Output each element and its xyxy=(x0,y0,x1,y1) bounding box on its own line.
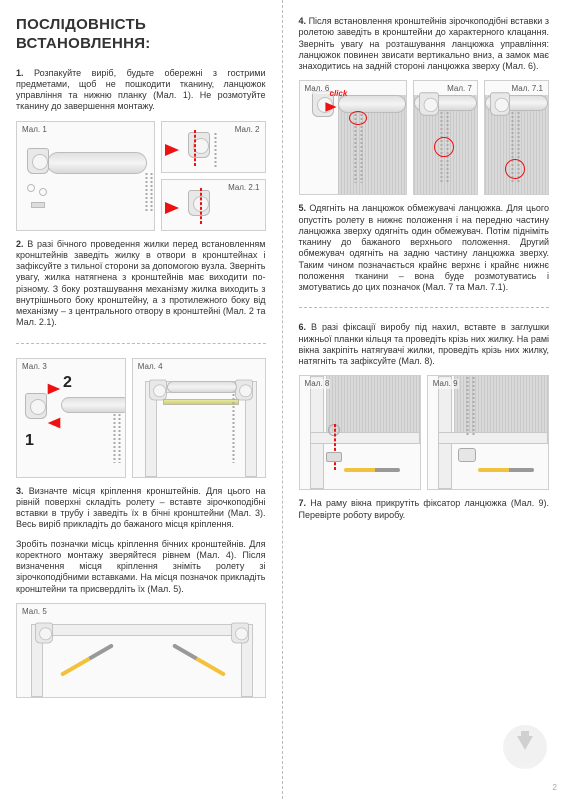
fig-2-label: Мал. 2 xyxy=(234,125,261,135)
fig-6-label: Мал. 6 xyxy=(304,84,331,94)
step-3a-text: Визначте місця кріплення кронштейнів. Дл… xyxy=(16,486,266,530)
step-7-text: На раму вікна прикрутіть фіксатор ланцюж… xyxy=(299,498,550,519)
fig-6: Мал. 6 click xyxy=(299,80,407,195)
fig-row-4: Мал. 6 click Мал. 7 Мал. 7.1 xyxy=(299,80,550,195)
fig-8-label: Мал. 8 xyxy=(304,379,331,389)
fig-3-label: Мал. 3 xyxy=(21,362,48,372)
fig-2-1: Мал. 2.1 xyxy=(161,179,266,231)
step-2-text: В разі бічного проведення жилки перед вс… xyxy=(16,239,266,328)
fig-row-1: Мал. 1 Мал. 2 Мал. 2.1 xyxy=(16,121,266,231)
digit-2: 2 xyxy=(63,373,72,393)
fig-5-label: Мал. 5 xyxy=(21,607,48,617)
fig-row-3: Мал. 5 xyxy=(16,603,266,698)
fig-row-5: Мал. 8 Мал. 9 xyxy=(299,375,550,490)
page-title: ПОСЛІДОВНІСТЬ ВСТАНОВЛЕННЯ: xyxy=(16,16,266,54)
step-7: 7. На раму вікна прикрутіть фіксатор лан… xyxy=(299,498,550,521)
fig-1: Мал. 1 xyxy=(16,121,155,231)
fig-2: Мал. 2 xyxy=(161,121,266,173)
step-3a: 3. Визначте місця кріплення кронштейнів.… xyxy=(16,486,266,531)
fig-4-label: Мал. 4 xyxy=(137,362,164,372)
step-2: 2. В разі бічного проведення жилки перед… xyxy=(16,239,266,329)
fig-row-2: Мал. 3 2 1 Мал. 4 xyxy=(16,358,266,478)
step-1: 1. Розпакуйте виріб, будьте обережні з г… xyxy=(16,68,266,113)
step-5-text: Одягніть на ланцюжок обмежувачі ланцюжка… xyxy=(299,203,550,292)
fig-9: Мал. 9 xyxy=(427,375,549,490)
divider-left xyxy=(16,343,266,344)
divider-right xyxy=(299,307,550,308)
step-6-text: В разі фіксації виробу під нахил, вставт… xyxy=(299,322,550,366)
step-3-num: 3. xyxy=(16,486,24,496)
step-5: 5. Одягніть на ланцюжок обмежувачі ланцю… xyxy=(299,203,550,293)
page-number: 2 xyxy=(553,783,557,793)
step-2-num: 2. xyxy=(16,239,24,249)
step-5-num: 5. xyxy=(299,203,307,213)
step-4: 4. Після встановлення кронштейнів зірочк… xyxy=(299,16,550,72)
fig-7-label: Мал. 7 xyxy=(446,84,473,94)
click-label: click xyxy=(330,89,348,99)
fig-8: Мал. 8 xyxy=(299,375,421,490)
step-1-text: Розпакуйте виріб, будьте обережні з гост… xyxy=(16,68,266,112)
watermark-icon xyxy=(503,725,547,769)
step-4-text: Після встановлення кронштейнів зірочкопо… xyxy=(299,16,550,71)
fig-9-label: Мал. 9 xyxy=(432,379,459,389)
fig-3: Мал. 3 2 1 xyxy=(16,358,126,478)
step-4-num: 4. xyxy=(299,16,307,26)
digit-1: 1 xyxy=(25,431,34,451)
fig-71-label: Мал. 7.1 xyxy=(511,84,544,94)
step-7-num: 7. xyxy=(299,498,307,508)
fig-7-1: Мал. 7.1 xyxy=(484,80,549,195)
step-3b-text: Зробіть позначки місць кріплення бічних … xyxy=(16,539,266,594)
fig-5: Мал. 5 xyxy=(16,603,266,698)
step-1-num: 1. xyxy=(16,68,24,78)
step-6: 6. В разі фіксації виробу під нахил, вст… xyxy=(299,322,550,367)
fig-21-label: Мал. 2.1 xyxy=(227,183,260,193)
fig-1-label: Мал. 1 xyxy=(21,125,48,135)
fig-4: Мал. 4 xyxy=(132,358,266,478)
step-6-num: 6. xyxy=(299,322,307,332)
left-column: ПОСЛІДОВНІСТЬ ВСТАНОВЛЕННЯ: 1. Розпакуйт… xyxy=(0,0,283,799)
fig-7: Мал. 7 xyxy=(413,80,478,195)
step-3b: Зробіть позначки місць кріплення бічних … xyxy=(16,539,266,595)
right-column: 4. Після встановлення кронштейнів зірочк… xyxy=(283,0,565,799)
